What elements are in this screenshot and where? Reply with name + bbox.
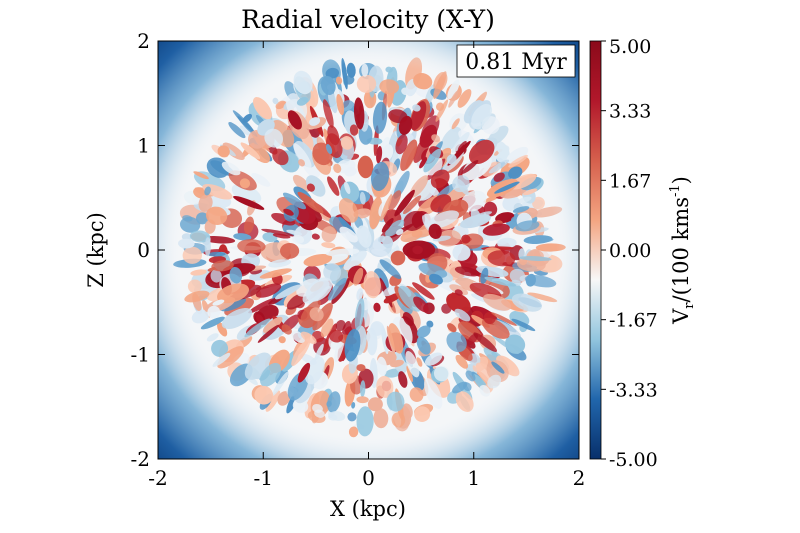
colorbar-tick-label: -1.67 bbox=[609, 310, 658, 332]
y-tick-label: -2 bbox=[131, 447, 150, 471]
x-tick-label: 2 bbox=[573, 466, 586, 490]
colorbar-tick-label: 5.00 bbox=[609, 36, 651, 58]
colorbar-label-superscript: -1 bbox=[668, 184, 683, 197]
y-axis-ticks: -2 -1 0 1 2 bbox=[131, 29, 579, 471]
colorbar-label-units: /(100 kms bbox=[669, 197, 693, 302]
y-tick-label: 0 bbox=[137, 238, 150, 262]
colorbar-tick-label: -3.33 bbox=[609, 379, 658, 401]
y-axis-label: Z (kpc) bbox=[84, 212, 108, 288]
x-axis-ticks: -2 -1 0 1 2 bbox=[148, 41, 585, 490]
colorbar-label: Vr/(100 kms-1) bbox=[668, 176, 697, 325]
colorbar-tick-label: -5.00 bbox=[609, 449, 658, 471]
x-tick-label: -2 bbox=[148, 466, 167, 490]
x-tick-label: 0 bbox=[362, 466, 375, 490]
chart-title: Radial velocity (X-Y) bbox=[241, 5, 495, 34]
colorbar-tick-label: 1.67 bbox=[609, 170, 651, 192]
time-annotation-box bbox=[456, 44, 576, 78]
colorbar-ticks: 5.00 3.33 1.67 0.00 -1.67 -3.33 -5.00 bbox=[601, 36, 658, 471]
colorbar-label-v: V bbox=[669, 308, 693, 325]
colorbar-gradient bbox=[589, 40, 602, 460]
colorbar: 5.00 3.33 1.67 0.00 -1.67 -3.33 -5.00 Vr/(100 … bbox=[589, 36, 697, 471]
x-axis-label: X (kpc) bbox=[330, 497, 406, 521]
y-tick-label: -1 bbox=[131, 343, 150, 367]
plot-area bbox=[158, 41, 579, 459]
colorbar-label-subscript: r bbox=[682, 302, 697, 309]
colorbar-label-end: ) bbox=[669, 176, 693, 184]
time-annotation: 0.81 Myr bbox=[456, 44, 576, 78]
time-annotation-label: 0.81 Myr bbox=[465, 50, 567, 75]
y-tick-label: 1 bbox=[137, 134, 150, 158]
colorbar-tick-label: 0.00 bbox=[609, 240, 651, 262]
x-tick-label: 1 bbox=[467, 466, 480, 490]
outer-infall-halo bbox=[158, 41, 579, 459]
x-tick-label: -1 bbox=[254, 466, 273, 490]
y-tick-label: 2 bbox=[137, 29, 150, 53]
colorbar-tick-label: 3.33 bbox=[609, 101, 651, 123]
